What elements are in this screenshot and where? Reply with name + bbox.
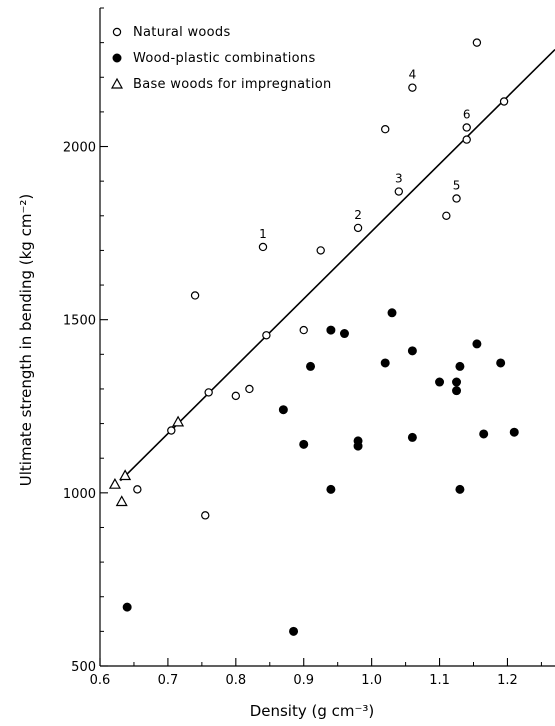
regression-line [119,48,555,482]
point-number-label: 3 [395,172,403,186]
x-tick-label: 0.6 [90,673,111,688]
x-tick-label: 1.0 [361,673,382,688]
point-labels: 1 2 3 4 5 6 [259,68,470,241]
legend-label: Base woods for impregnation [133,77,332,92]
natural-wood-point [353,223,363,233]
legend-label: Natural woods [133,25,231,40]
wood-plastic-point [339,329,349,339]
y-axis-title: Ultimate strength in bending (kg cm⁻²) [17,194,35,486]
data-points [108,38,519,636]
x-tick-label: 1.1 [429,673,450,688]
wood-plastic-point [289,626,299,636]
wood-plastic-point [509,427,519,437]
wood-plastic-point [326,325,336,335]
natural-wood-point [462,135,471,144]
natural-wood-point [394,187,404,196]
legend: Natural woods Wood-plastic combinations Ba… [110,25,332,92]
wood-plastic-point [455,361,465,371]
base-wood-point [115,495,128,507]
natural-wood-point [204,388,213,397]
wood-plastic-point [299,439,309,449]
wood-plastic-point [407,432,417,442]
y-tick-label: 2000 [63,141,96,156]
natural-wood-point [201,511,210,520]
wood-plastic-point [122,602,132,612]
natural-wood-point [452,194,461,203]
natural-wood-point [190,291,200,300]
y-tick-label: 1000 [63,487,96,502]
natural-wood-point [462,123,471,132]
x-tick-label: 0.8 [225,673,246,688]
wood-plastic-point [387,308,397,318]
natural-wood-point [316,246,325,255]
wood-plastic-point [479,429,489,439]
base-wood-point [172,415,185,427]
point-number-label: 5 [453,178,461,192]
base-wood-point [119,469,132,481]
x-axis-title: Density (g cm⁻³) [250,702,375,720]
wood-plastic-point [407,346,417,356]
natural-wood-point [258,242,268,252]
regression-line-group [119,48,555,482]
legend-natural-wood-point-marker [112,27,122,37]
natural-wood-point [245,384,254,394]
wood-plastic-point [326,484,336,494]
point-number-label: 1 [259,227,267,241]
natural-wood-point [472,38,482,47]
x-axis-ticks: 0.6 0.7 0.8 0.9 1.0 1.1 1.2 [90,658,542,688]
legend-wood-plastic-point-marker [112,53,122,63]
wood-plastic-point [452,377,462,387]
legend-label: Wood-plastic combinations [133,51,316,66]
wood-plastic-point [472,339,482,349]
x-tick-label: 0.7 [158,673,179,688]
natural-wood-point [262,331,271,340]
y-tick-label: 500 [71,660,96,675]
y-tick-label: 1500 [63,314,96,329]
wood-plastic-point [380,358,390,368]
point-number-label: 4 [409,68,417,82]
base-wood-point [108,477,121,489]
natural-wood-point [299,325,308,335]
natural-wood-point [499,97,509,106]
plot-frame [99,8,555,667]
point-number-label: 2 [354,208,362,222]
wood-plastic-point [278,405,288,415]
wood-plastic-point [306,361,316,371]
natural-wood-point [442,211,451,220]
wood-plastic-point [452,386,462,396]
point-number-label: 6 [463,107,471,121]
natural-wood-point [167,426,176,435]
natural-wood-point [231,391,241,401]
x-tick-label: 0.9 [293,673,314,688]
y-axis-ticks: 500 1000 1500 2000 [63,7,108,675]
wood-plastic-point [435,377,445,387]
wood-plastic-point [353,441,363,451]
natural-wood-point [408,83,417,92]
wood-plastic-point [455,484,465,494]
natural-wood-point [381,125,390,134]
natural-wood-point [133,485,142,494]
legend-base-wood-point-marker [110,77,124,89]
wood-plastic-point [496,358,506,368]
x-tick-label: 1.2 [497,673,518,688]
